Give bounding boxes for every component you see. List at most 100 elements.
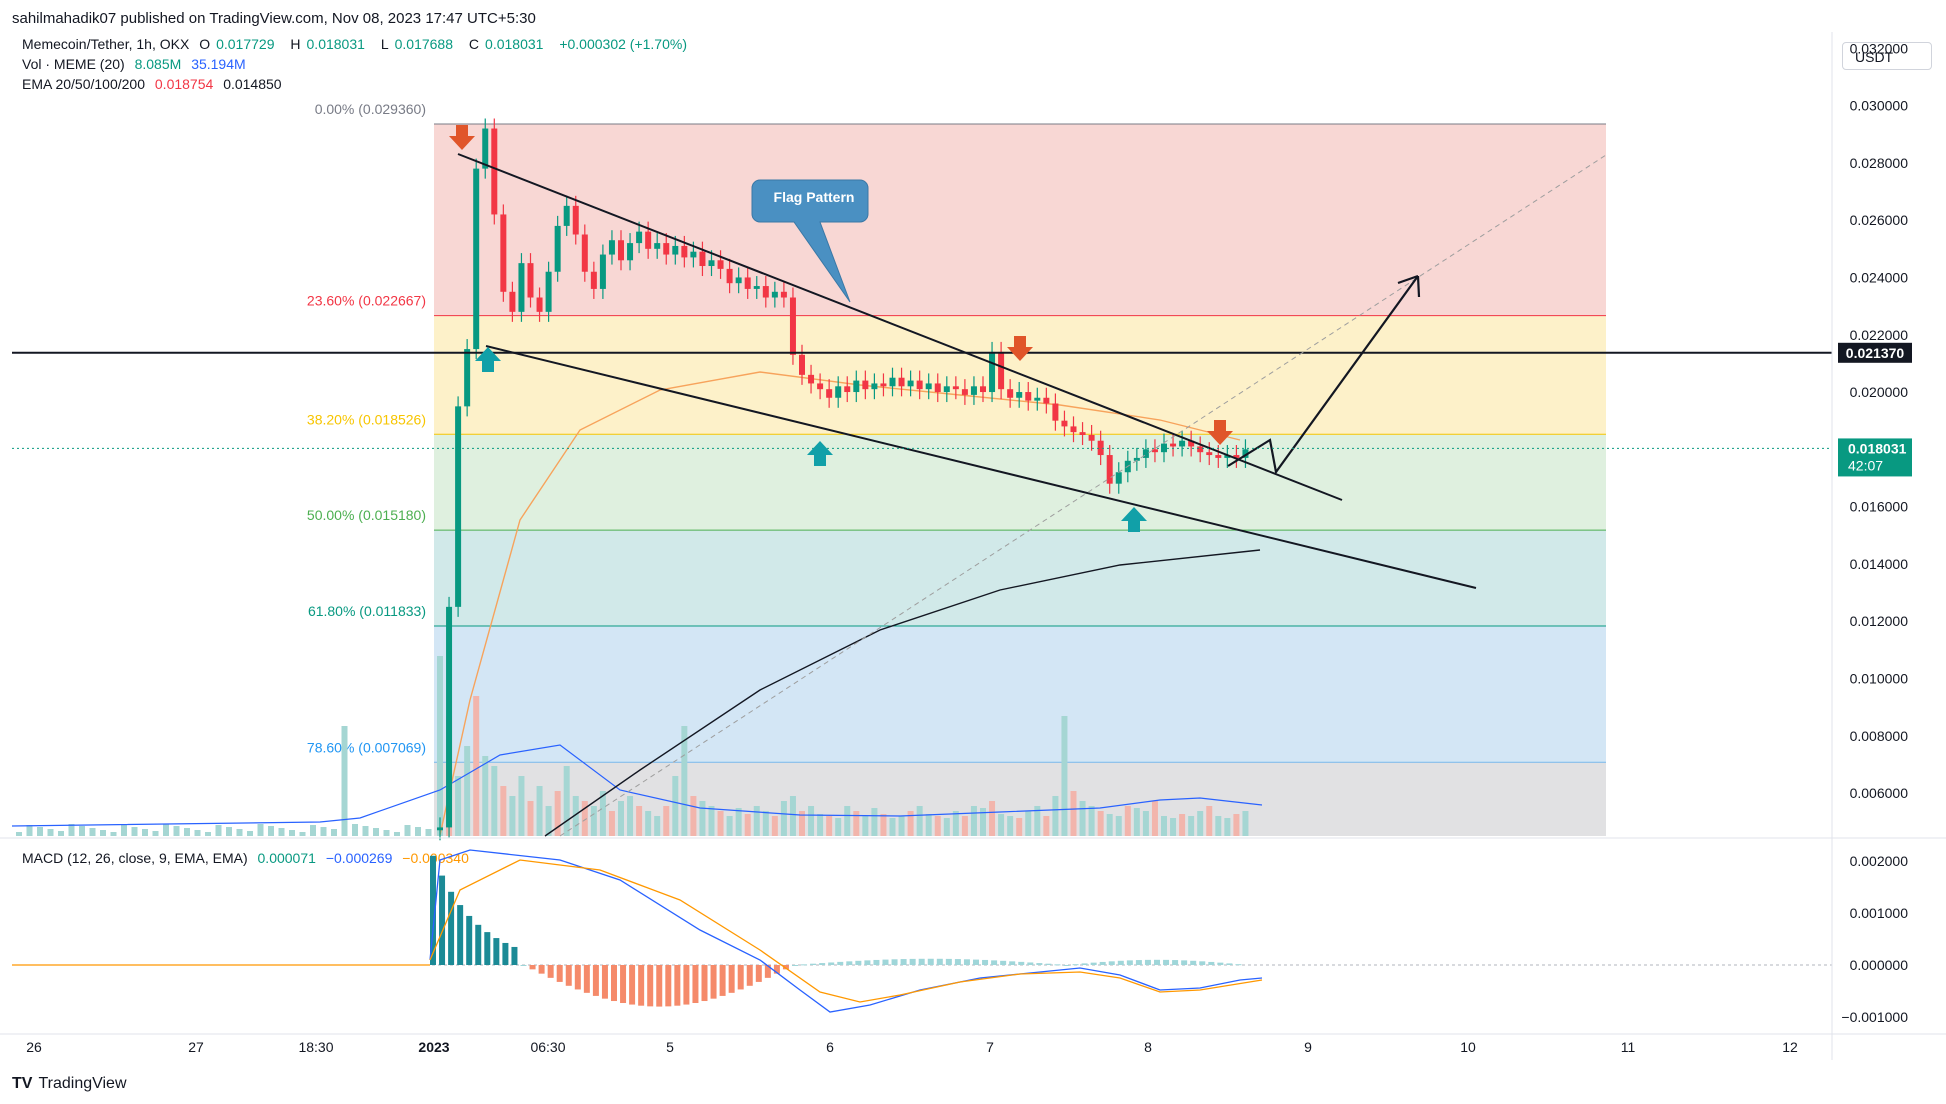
time-axis-tick: 10: [1460, 1039, 1476, 1055]
candle-body: [943, 386, 950, 393]
candle-body: [1151, 449, 1158, 453]
flag-pattern-label: Flag Pattern: [774, 189, 855, 205]
volume-bar: [1043, 816, 1050, 836]
candle-body: [1097, 440, 1104, 456]
time-axis-tick: 11: [1621, 1039, 1636, 1055]
volume-bar: [331, 829, 337, 836]
candle-body: [925, 383, 932, 390]
macd-histogram-bar: [1117, 960, 1124, 965]
macd-histogram-bar: [674, 965, 681, 1006]
macd-histogram-bar: [1090, 962, 1097, 965]
volume-bar: [753, 806, 760, 836]
fib-level-label: 61.80% (0.011833): [308, 603, 426, 619]
volume-bar: [236, 829, 243, 836]
volume-bar: [1233, 814, 1240, 836]
macd-histogram-bar: [1217, 962, 1224, 965]
volume-bar: [1115, 816, 1122, 836]
volume-bar: [425, 829, 432, 836]
macd-histogram-bar: [448, 891, 455, 965]
macd-histogram-bar: [665, 965, 672, 1007]
candle-body: [1016, 392, 1023, 398]
macd-histogram-bar: [828, 962, 835, 965]
volume-bar: [1142, 811, 1149, 836]
macd-histogram-bar: [638, 965, 645, 1006]
candle-body: [961, 389, 968, 395]
high-value: 0.018031: [306, 36, 365, 52]
price-axis-tick: 0.008000: [1850, 728, 1909, 744]
macd-histogram-bar: [457, 905, 464, 965]
volume-bar: [690, 796, 697, 836]
candle-body: [518, 263, 525, 312]
macd-histogram-bar: [1099, 961, 1106, 965]
macd-histogram-bar: [873, 959, 880, 965]
candle-body: [636, 231, 643, 244]
volume-bar: [1052, 796, 1059, 836]
ema20-line: [439, 371, 1241, 836]
candle-body: [464, 349, 471, 407]
volume-bar: [1025, 811, 1032, 836]
macd-histogram-bar: [1235, 964, 1242, 966]
time-axis-tick: 9: [1304, 1039, 1312, 1055]
volume-bar: [1061, 716, 1068, 836]
volume-bar: [26, 825, 33, 836]
macd-histogram-bar: [1108, 961, 1115, 965]
up-arrow-icon: [1121, 507, 1147, 532]
macd-histogram-bar: [430, 855, 436, 965]
volume-bar: [1179, 814, 1186, 836]
macd-histogram-bar: [882, 959, 889, 965]
candle-body: [952, 386, 959, 390]
volume-bar: [394, 832, 400, 836]
price-axis-tick: 0.006000: [1850, 785, 1909, 801]
currency-button[interactable]: USDT: [1842, 42, 1932, 70]
volume-bar: [16, 832, 22, 836]
macd-histogram-bar: [656, 965, 663, 1007]
candle-body: [1142, 449, 1149, 458]
candle-body: [536, 297, 543, 312]
candle-body: [1188, 440, 1195, 447]
macd-histogram-bar: [973, 959, 979, 965]
macd-histogram-bar: [1190, 960, 1197, 965]
candle-body: [1025, 392, 1032, 401]
volume-bar: [362, 826, 369, 836]
volume-bar: [998, 814, 1005, 836]
volume-bar: [310, 825, 316, 836]
candle-body: [780, 291, 787, 298]
macd-histogram-bar: [855, 960, 862, 965]
candle-body: [989, 351, 996, 393]
fib-zone: [434, 530, 1606, 626]
macd-histogram-bar: [1126, 960, 1133, 965]
candle-body: [663, 243, 670, 255]
volume-bar: [780, 801, 787, 836]
candle-body: [1133, 457, 1140, 461]
volume-bar: [762, 811, 769, 836]
macd-histogram-bar: [1199, 961, 1206, 965]
tradingview-logo-icon: TV: [12, 1075, 33, 1092]
volume-bar: [708, 806, 715, 836]
volume-bar: [925, 814, 932, 836]
volume-bar: [554, 791, 561, 836]
volume-bar: [889, 818, 896, 836]
fib-trend-dashed-line: [559, 154, 1607, 837]
candle-body: [618, 240, 624, 261]
volume-bar: [590, 806, 597, 836]
volume-bar: [672, 776, 679, 836]
volume-bar: [636, 806, 643, 836]
candle-body: [726, 268, 733, 284]
candle-body: [1224, 455, 1231, 458]
candle-body: [789, 297, 796, 355]
volume-bar: [934, 816, 941, 836]
macd-histogram-bar: [1036, 963, 1043, 965]
macd-histogram-bar: [891, 959, 898, 965]
symbol-title[interactable]: Memecoin/Tether, 1h, OKX: [22, 36, 190, 52]
macd-histogram-bar: [583, 965, 590, 993]
candle-body: [545, 271, 552, 312]
macd-histogram-bar: [1144, 959, 1151, 965]
volume-bar: [100, 830, 106, 836]
tradingview-brand[interactable]: TV TradingView: [12, 1075, 127, 1092]
volume-bar: [464, 746, 471, 836]
volume-bar: [131, 827, 138, 836]
volume-bar: [518, 776, 525, 836]
volume-bar: [47, 829, 54, 836]
price-axis-tick: 0.026000: [1850, 212, 1909, 228]
